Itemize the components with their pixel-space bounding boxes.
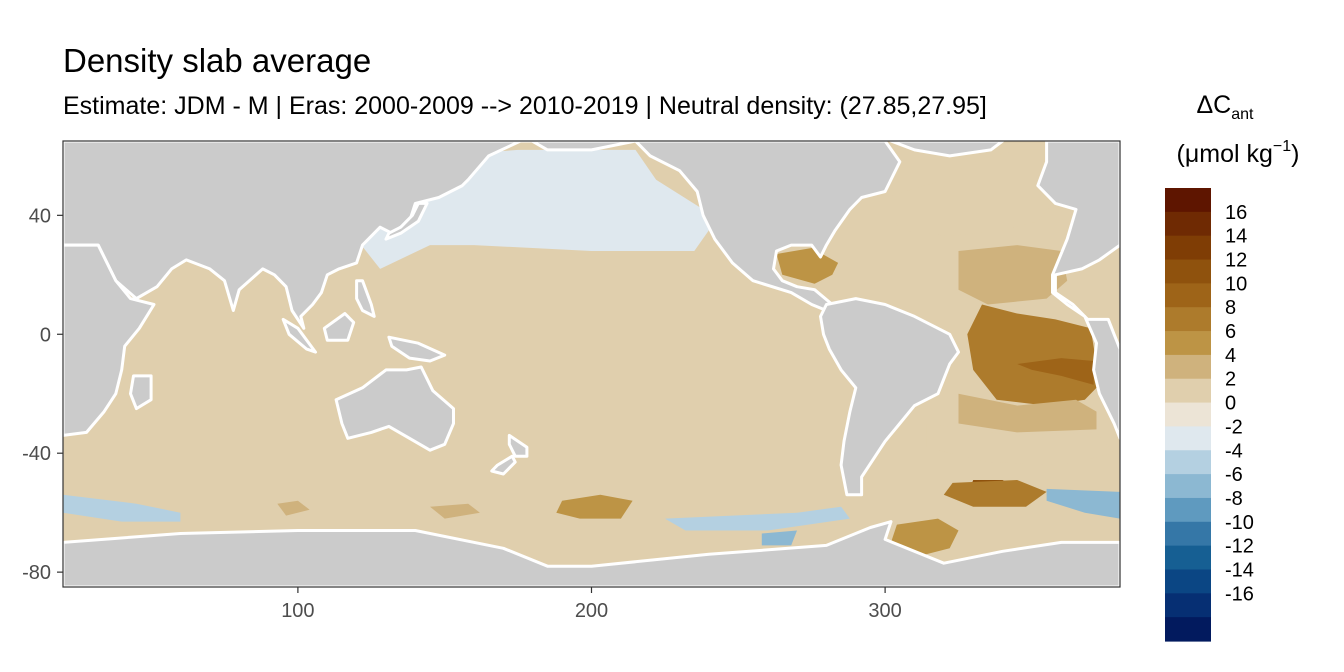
- y-tick-label: 0: [40, 324, 51, 346]
- region-southern-band-pacific: [664, 506, 850, 531]
- land-asia: [63, 141, 637, 330]
- region-subtropical-atlantic: [958, 245, 1068, 305]
- legend-label: 0: [1225, 393, 1236, 415]
- y-tick-label: -40: [22, 443, 51, 465]
- legend-label: 12: [1225, 250, 1247, 272]
- region-southern-band-east: [1046, 488, 1120, 519]
- y-axis: 40 0 -40 -80: [22, 205, 63, 584]
- region-southern-band-pacific-deep: [761, 530, 797, 546]
- legend-title-main: ΔCant: [1196, 91, 1254, 123]
- legend-label: -12: [1225, 536, 1254, 558]
- y-tick-label: -80: [22, 562, 51, 584]
- land-madagascar: [129, 374, 153, 411]
- region-pacific-patch-3: [556, 494, 633, 519]
- land-north-america: [634, 141, 902, 312]
- land-europe-africa: [1036, 141, 1120, 440]
- legend-swatch: [1165, 617, 1211, 642]
- legend-label: 8: [1225, 297, 1236, 319]
- legend-swatch: [1165, 354, 1211, 380]
- land-australia: [334, 365, 455, 452]
- legend-swatch: [1165, 569, 1211, 594]
- land-borneo: [322, 312, 356, 342]
- land-japan: [384, 201, 429, 241]
- legend: ΔCant (μmol kg−1) 1614121086420-2-4-6-8-…: [1165, 91, 1299, 642]
- legend-swatch: [1165, 307, 1211, 332]
- legend-label: -4: [1225, 440, 1243, 462]
- legend-swatch: [1165, 593, 1211, 618]
- legend-label: 16: [1225, 202, 1247, 224]
- legend-label: 2: [1225, 369, 1236, 391]
- region-north-atlantic: [885, 149, 1068, 237]
- legend-swatch: [1165, 426, 1211, 451]
- x-tick-label: 200: [575, 600, 608, 622]
- land-new-zealand: [507, 433, 529, 458]
- land-philippines: [355, 279, 376, 318]
- region-pacific-patch-1: [277, 500, 310, 516]
- legend-label: -10: [1225, 512, 1254, 534]
- legend-colorbar: [1165, 188, 1211, 642]
- legend-label: 6: [1225, 321, 1236, 343]
- land-greenland: [889, 141, 1005, 158]
- land-new-zealand-south: [490, 454, 517, 476]
- legend-label: -6: [1225, 464, 1243, 486]
- legend-label: -14: [1225, 560, 1254, 582]
- region-gulf-patch: [776, 248, 839, 284]
- legend-swatch: [1165, 259, 1211, 284]
- legend-swatch: [1165, 450, 1211, 475]
- region-tropical-atlantic: [967, 304, 1097, 406]
- legend-label: 4: [1225, 345, 1236, 367]
- land-south-america: [819, 297, 960, 497]
- region-atlantic-tongue: [1017, 358, 1094, 385]
- y-tick-label: 40: [29, 205, 51, 227]
- land-sumatra: [281, 317, 317, 354]
- legend-swatch: [1165, 521, 1211, 547]
- region-atlantic-deep-outer: [943, 480, 1047, 507]
- x-tick-label: 100: [281, 600, 314, 622]
- legend-swatch: [1165, 188, 1211, 213]
- legend-swatch: [1165, 402, 1211, 428]
- region-south-atlantic-upper: [926, 423, 1115, 466]
- chart-title: Density slab average: [63, 42, 372, 79]
- legend-label: 10: [1225, 273, 1247, 295]
- legend-title-unit: (μmol kg−1): [1177, 138, 1300, 168]
- chart-subtitle: Estimate: JDM - M | Eras: 2000-2009 --> …: [63, 92, 987, 120]
- legend-swatch: [1165, 283, 1211, 308]
- region-southern-band-west: [63, 494, 181, 522]
- land-africa-east: [63, 243, 156, 437]
- land-new-guinea: [387, 335, 447, 363]
- legend-swatch: [1165, 331, 1211, 356]
- legend-label: -16: [1225, 583, 1254, 605]
- legend-swatch: [1165, 545, 1211, 571]
- x-axis: 100 200 300: [281, 587, 902, 622]
- ocean-value-regions: [63, 149, 1120, 558]
- land-antarctica: [63, 520, 1120, 587]
- region-pacific-patch-2: [430, 503, 480, 519]
- legend-label: -2: [1225, 416, 1243, 438]
- legend-swatch: [1165, 235, 1211, 261]
- region-south-atlantic-mid: [958, 393, 1097, 433]
- legend-swatch: [1165, 474, 1211, 499]
- land-masses: [63, 141, 1120, 587]
- legend-label: -8: [1225, 488, 1243, 510]
- legend-swatch: [1165, 378, 1211, 404]
- x-tick-label: 300: [868, 600, 901, 622]
- legend-swatch: [1165, 497, 1211, 523]
- legend-label: 14: [1225, 226, 1247, 248]
- legend-swatch: [1165, 211, 1211, 237]
